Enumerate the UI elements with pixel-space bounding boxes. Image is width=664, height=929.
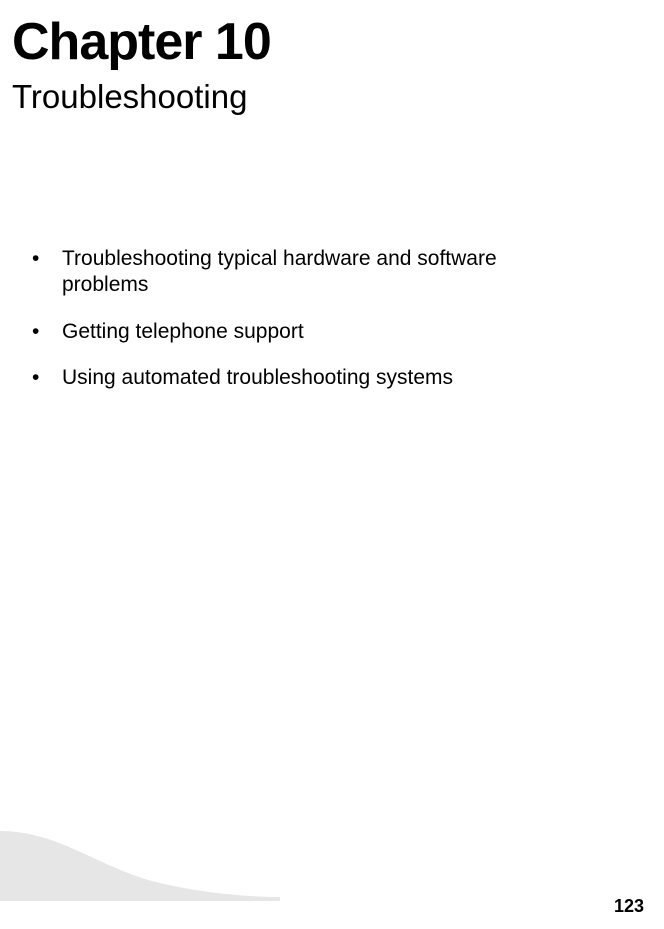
page-number: 123 [614, 896, 644, 917]
decorative-swoosh-icon [0, 831, 280, 901]
toc-list: Troubleshooting typical hardware and sof… [32, 246, 512, 411]
chapter-title: Troubleshooting [12, 78, 247, 116]
list-item: Troubleshooting typical hardware and sof… [32, 246, 512, 299]
list-item-text: Using automated troubleshooting systems [62, 366, 453, 389]
chapter-label: Chapter 10 [12, 12, 271, 72]
document-page: Chapter 10 Troubleshooting Troubleshooti… [0, 0, 664, 929]
list-item-text: Getting telephone support [62, 320, 304, 343]
list-item-text: Troubleshooting typical hardware and sof… [62, 247, 497, 296]
list-item: Getting telephone support [32, 319, 512, 345]
list-item: Using automated troubleshooting systems [32, 365, 512, 391]
